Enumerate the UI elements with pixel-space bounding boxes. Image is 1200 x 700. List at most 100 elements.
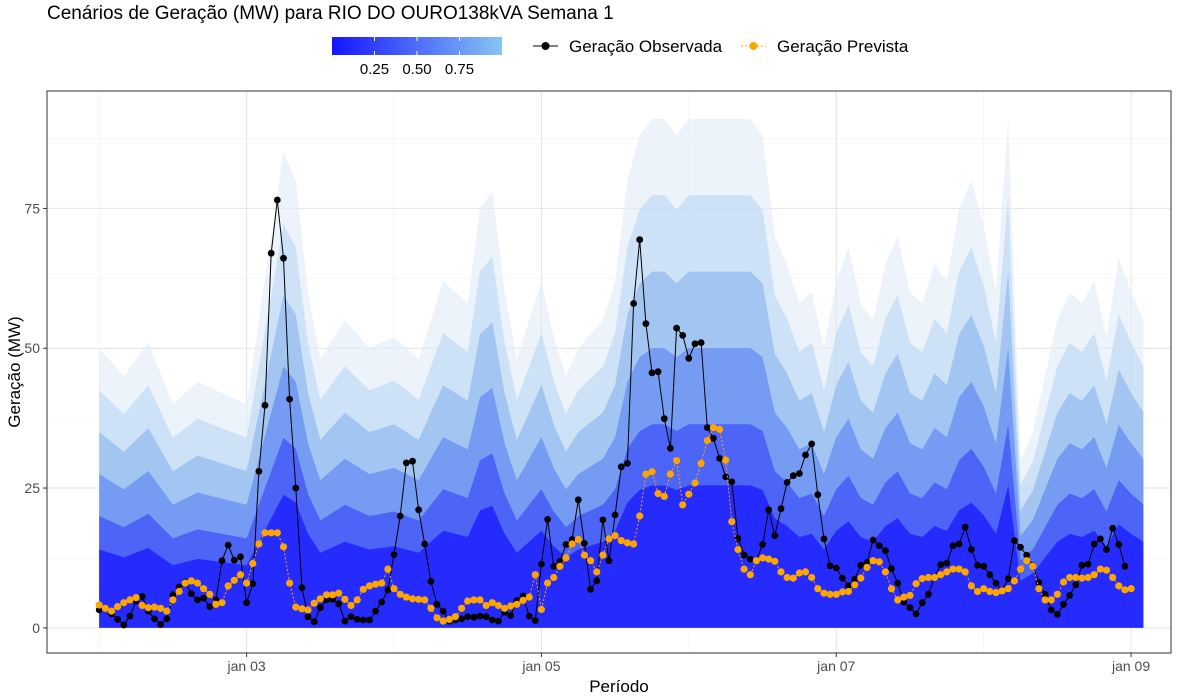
colorbar-tick-label: 0.50 [402, 61, 431, 78]
forecast-point [470, 596, 478, 604]
forecast-point [912, 580, 920, 588]
observed-point [1060, 600, 1067, 608]
observed-point [968, 546, 975, 553]
observed-point [415, 506, 422, 514]
observed-point [771, 532, 779, 539]
forecast-point [1004, 585, 1012, 593]
forecast-point [218, 599, 226, 607]
observed-point [482, 613, 490, 621]
observed-point [273, 196, 281, 204]
forecast-point [654, 490, 662, 498]
forecast-point [433, 614, 441, 622]
forecast-point [359, 585, 367, 593]
forecast-point [494, 601, 502, 610]
forecast-point [593, 568, 601, 576]
forecast-point [599, 551, 607, 559]
observed-point [1078, 561, 1086, 569]
forecast-point [1109, 573, 1117, 582]
forecast-point [464, 597, 472, 605]
forecast-point [445, 615, 453, 624]
legend-key-forecast-marker [749, 42, 758, 50]
forecast-point [1029, 562, 1037, 570]
legend-entry-observed: Geração Observada [533, 37, 723, 56]
forecast-point [556, 562, 564, 570]
forecast-point [1121, 586, 1129, 594]
observed-point [955, 540, 963, 548]
observed-point [937, 561, 945, 568]
observed-point [839, 574, 846, 582]
observed-point [611, 511, 619, 519]
observed-point [1023, 551, 1031, 559]
observed-point [341, 617, 349, 625]
forecast-point [107, 607, 116, 615]
colorbar-tick-label: 0.75 [445, 61, 474, 78]
forecast-point [697, 459, 705, 467]
x-tick-label: jan 09 [1111, 658, 1150, 674]
observed-point [261, 401, 269, 409]
forecast-point [304, 606, 312, 614]
colorbar-ticks: 0.25 0.50 0.75 [360, 37, 474, 78]
forecast-point [1066, 573, 1074, 582]
observed-point [667, 444, 674, 452]
forecast-point [402, 593, 410, 601]
observed-point [630, 300, 637, 307]
observed-point [230, 556, 238, 564]
observed-point [691, 340, 699, 348]
plot-border [46, 90, 1172, 654]
forecast-point [384, 565, 392, 573]
forecast-point [101, 604, 109, 612]
forecast-point [740, 565, 748, 573]
forecast-point [930, 573, 939, 582]
forecast-point [181, 579, 189, 587]
forecast-point [752, 557, 761, 565]
observed-point [421, 540, 429, 548]
forecast-point [580, 551, 589, 559]
forecast-point [138, 601, 146, 610]
forecast-point [230, 576, 238, 584]
observed-point [759, 541, 766, 548]
observed-point [531, 617, 539, 624]
forecast-point [1096, 565, 1104, 573]
forecast-point [279, 543, 288, 551]
forecast-point [150, 603, 159, 611]
observed-point [433, 600, 441, 608]
observed-point [427, 578, 435, 585]
observed-point [292, 484, 300, 492]
forecast-point [568, 540, 576, 548]
forecast-point [623, 539, 632, 547]
forecast-point [1016, 565, 1025, 573]
observed-point [187, 590, 195, 598]
observed-point [335, 600, 343, 608]
forecast-point [728, 518, 736, 526]
forecast-point [501, 604, 509, 612]
forecast-point [838, 588, 847, 596]
observed-point [384, 586, 392, 594]
observed-point [593, 577, 601, 585]
forecast-point [679, 501, 687, 509]
forecast-point [427, 604, 435, 612]
forecast-point [875, 558, 883, 566]
observed-point [845, 582, 852, 590]
forecast-point [986, 587, 994, 596]
forecast-point [961, 568, 969, 576]
x-tick-label: jan 03 [227, 658, 266, 674]
observed-point [789, 472, 797, 480]
observed-point [581, 540, 588, 547]
forecast-point [347, 601, 355, 610]
observed-point [961, 523, 969, 531]
observed-point [169, 591, 177, 599]
forecast-point [630, 540, 638, 548]
forecast-point [605, 535, 613, 543]
forecast-point [421, 596, 429, 604]
observed-point [624, 460, 631, 467]
forecast-point [163, 607, 171, 615]
observed-point [826, 562, 834, 570]
observed-point [648, 369, 656, 377]
observed-point [1054, 611, 1061, 618]
forecast-point [519, 596, 527, 605]
observed-point [986, 571, 994, 579]
observed-point [1109, 524, 1117, 532]
observed-point [562, 541, 570, 548]
forecast-point [955, 565, 963, 573]
observed-point [949, 542, 957, 549]
